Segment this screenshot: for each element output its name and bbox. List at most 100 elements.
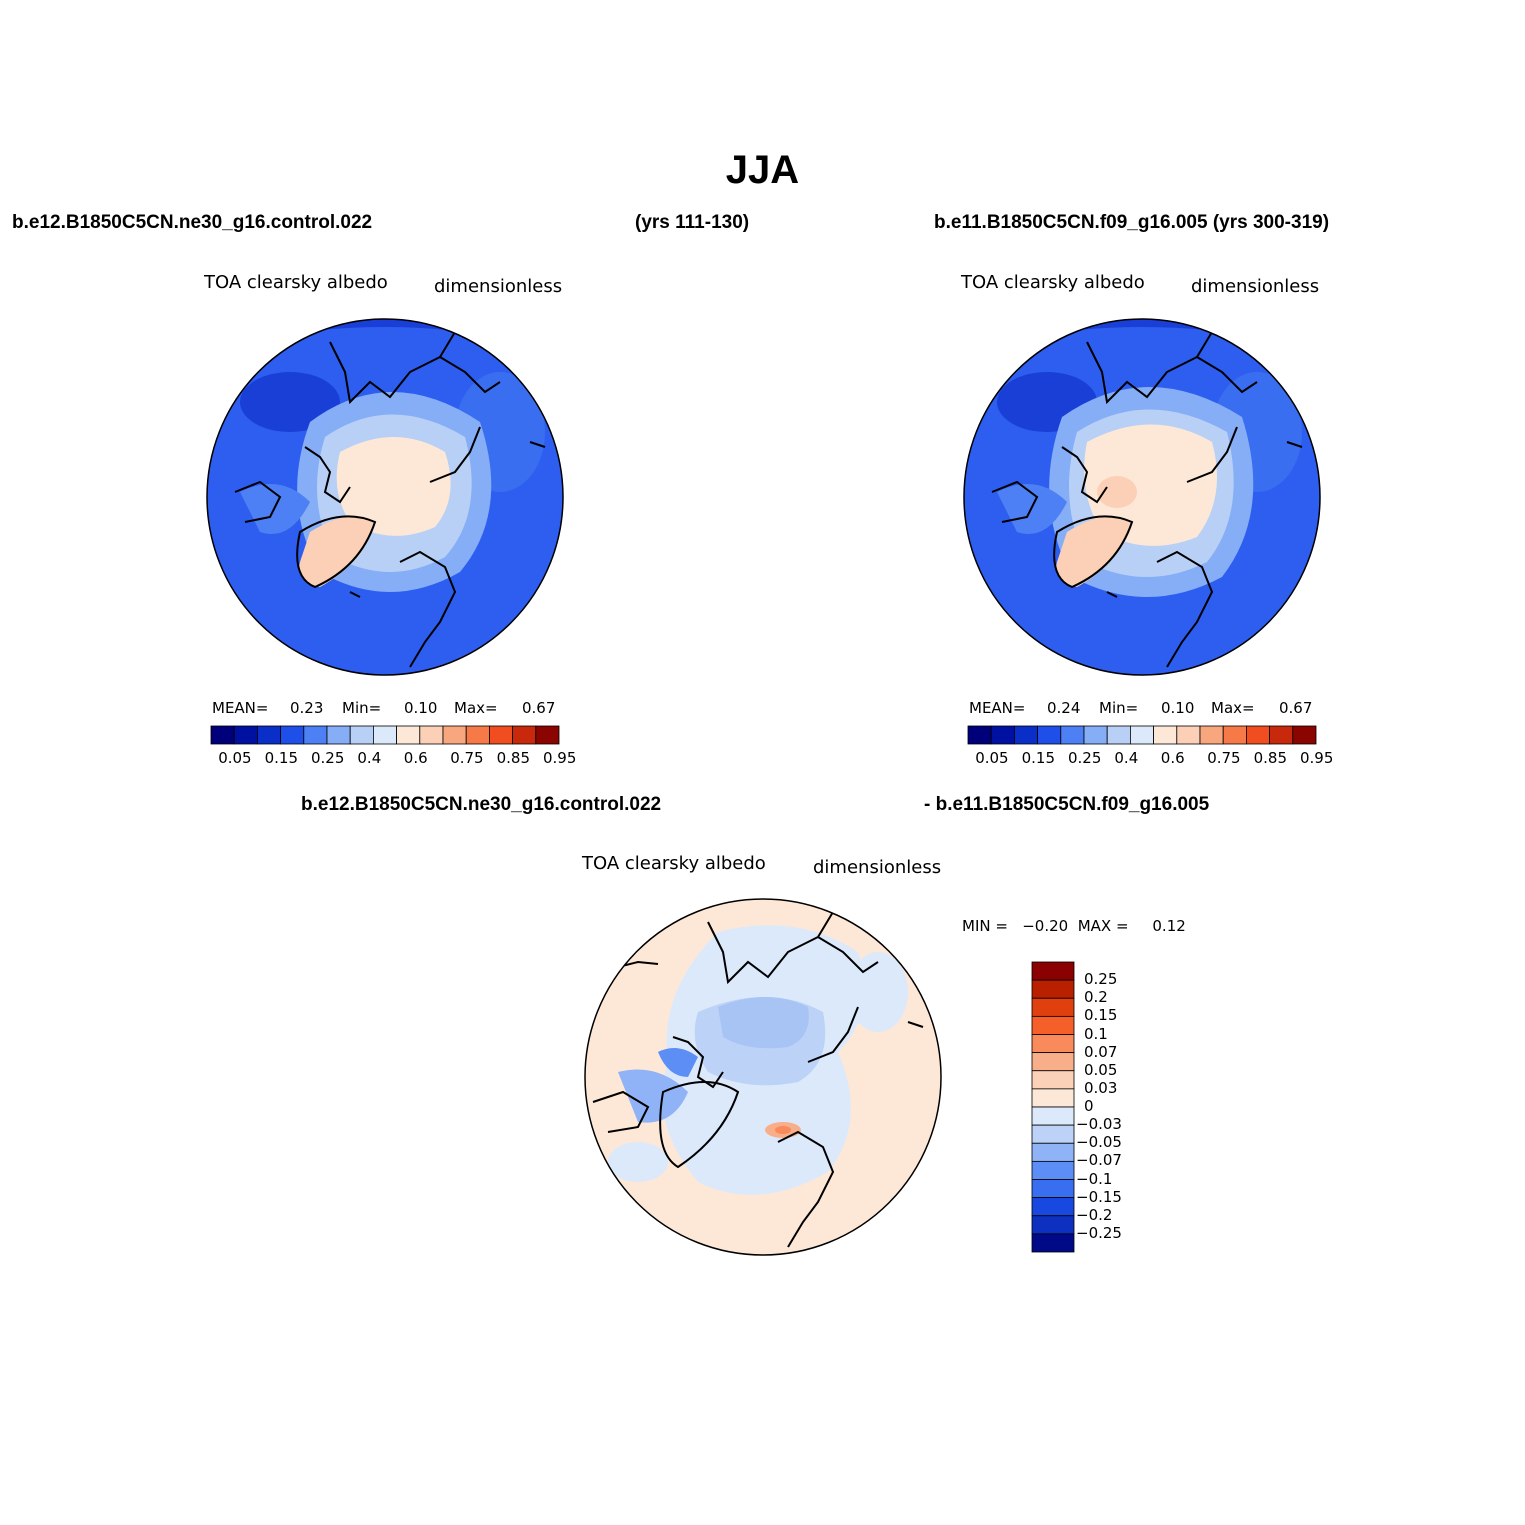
diff-colorbar-swatch	[1031, 1142, 1075, 1162]
diff-colorbar-tick-label: −0.05	[1076, 1133, 1122, 1152]
diff-colorbar-tick-label: 0.05	[1084, 1060, 1118, 1079]
diff-colorbar-swatch	[1031, 1179, 1075, 1199]
diff-colorbar-swatch	[1031, 1106, 1075, 1126]
diff-colorbar	[1031, 961, 1075, 1253]
right-colorbar-swatch	[1292, 725, 1317, 745]
left-mean-value: 0.23	[290, 699, 324, 717]
right-colorbar-swatch	[1083, 725, 1108, 745]
diff-colorbar-tick-label: 0.1	[1084, 1024, 1108, 1043]
right-polar-map	[963, 318, 1321, 676]
diff-colorbar-tick-label: 0.2	[1084, 988, 1108, 1007]
diff-colorbar-swatch	[1031, 1088, 1075, 1108]
right-field-name: TOA clearsky albedo	[961, 272, 1145, 293]
left-field-name: TOA clearsky albedo	[204, 272, 388, 293]
right-case-label: b.e11.B1850C5CN.f09_g16.005 (yrs 300-319…	[934, 212, 1330, 233]
diff-colorbar-tick-label: −0.03	[1076, 1115, 1122, 1134]
diff-colorbar-swatch	[1031, 1215, 1075, 1235]
left-colorbar-swatch	[303, 725, 328, 745]
right-mean-value: 0.24	[1047, 699, 1081, 717]
left-colorbar-swatch	[280, 725, 305, 745]
left-polar-map	[206, 318, 564, 676]
left-max-label: Max=	[454, 699, 498, 717]
diff-colorbar-swatch	[1031, 1015, 1075, 1035]
left-colorbar-swatch	[419, 725, 444, 745]
right-colorbar-tick-label: 0.15	[1021, 749, 1055, 767]
left-case-label: b.e12.B1850C5CN.ne30_g16.control.022	[12, 212, 373, 233]
right-colorbar-swatch	[1060, 725, 1085, 745]
diff-colorbar-swatch	[1031, 1197, 1075, 1217]
left-colorbar-tick-label: 0.85	[496, 749, 530, 767]
right-colorbar-swatch	[1269, 725, 1294, 745]
left-colorbar-tick-label: 0.95	[543, 749, 577, 767]
diff-colorbar-swatch	[1031, 979, 1075, 999]
right-colorbar-swatch	[1176, 725, 1201, 745]
diff-colorbar-swatch	[1031, 1233, 1075, 1253]
left-colorbar-swatch	[233, 725, 258, 745]
left-colorbar-swatch	[488, 725, 513, 745]
diff-colorbar-swatch	[1031, 1124, 1075, 1144]
left-colorbar-tick-label: 0.15	[264, 749, 298, 767]
left-colorbar	[210, 725, 560, 745]
right-min-label: Min=	[1099, 699, 1139, 717]
left-colorbar-swatch	[326, 725, 351, 745]
right-colorbar-tick-label: 0.05	[975, 749, 1009, 767]
right-colorbar-swatch	[967, 725, 992, 745]
diff-colorbar-swatch	[1031, 1052, 1075, 1072]
right-units: dimensionless	[1191, 276, 1320, 297]
right-max-label: Max=	[1211, 699, 1255, 717]
right-min-value: 0.10	[1161, 699, 1195, 717]
left-colorbar-tick-label: 0.4	[357, 749, 382, 767]
right-colorbar-swatch	[990, 725, 1015, 745]
diff-case-label-b: - b.e11.B1850C5CN.f09_g16.005	[924, 794, 1210, 815]
diff-colorbar-tick-label: −0.2	[1076, 1205, 1113, 1224]
diff-colorbar-tick-label: 0.25	[1084, 970, 1118, 989]
diff-colorbar-tick-label: −0.07	[1076, 1151, 1122, 1170]
diff-field-name: TOA clearsky albedo	[582, 853, 766, 874]
left-colorbar-swatch	[257, 725, 282, 745]
right-colorbar-swatch	[1129, 725, 1154, 745]
diff-colorbar-tick-label: −0.15	[1076, 1187, 1122, 1206]
left-colorbar-tick-label: 0.75	[450, 749, 484, 767]
right-colorbar-tick-label: 0.95	[1300, 749, 1334, 767]
left-colorbar-swatch	[512, 725, 537, 745]
diff-case-label-a: b.e12.B1850C5CN.ne30_g16.control.022	[301, 794, 662, 815]
left-colorbar-swatch	[465, 725, 490, 745]
diff-colorbar-tick-label: 0.03	[1084, 1078, 1118, 1097]
diff-colorbar-tick-label: 0.07	[1084, 1042, 1118, 1061]
diff-colorbar-tick-label: 0.15	[1084, 1006, 1118, 1025]
right-colorbar-swatch	[1014, 725, 1039, 745]
right-colorbar	[967, 725, 1317, 745]
diff-colorbar-swatch	[1031, 1160, 1075, 1180]
figure-title: JJA	[725, 148, 800, 192]
left-min-value: 0.10	[404, 699, 438, 717]
left-colorbar-swatch	[372, 725, 397, 745]
left-mean-label: MEAN=	[212, 699, 269, 717]
right-colorbar-swatch	[1245, 725, 1270, 745]
left-colorbar-swatch	[349, 725, 374, 745]
diff-units: dimensionless	[813, 857, 942, 878]
diff-colorbar-tick-label: 0	[1084, 1097, 1094, 1115]
right-colorbar-swatch	[1037, 725, 1062, 745]
diff-colorbar-swatch	[1031, 1070, 1075, 1090]
diff-colorbar-swatch	[1031, 997, 1075, 1017]
diff-colorbar-swatch	[1031, 961, 1075, 981]
left-units: dimensionless	[434, 276, 563, 297]
right-max-value: 0.67	[1279, 699, 1313, 717]
right-colorbar-swatch	[1153, 725, 1178, 745]
right-colorbar-tick-label: 0.6	[1160, 749, 1185, 767]
left-colorbar-swatch	[210, 725, 235, 745]
right-colorbar-tick-label: 0.75	[1207, 749, 1241, 767]
left-colorbar-swatch	[442, 725, 467, 745]
right-colorbar-tick-label: 0.85	[1253, 749, 1287, 767]
right-colorbar-swatch	[1222, 725, 1247, 745]
right-colorbar-tick-label: 0.4	[1114, 749, 1139, 767]
diff-minmax: MIN = −0.20 MAX = 0.12	[962, 917, 1186, 935]
right-mean-label: MEAN=	[969, 699, 1026, 717]
left-min-label: Min=	[342, 699, 382, 717]
diff-colorbar-swatch	[1031, 1034, 1075, 1054]
left-colorbar-tick-label: 0.6	[403, 749, 428, 767]
left-years-label: (yrs 111-130)	[635, 212, 750, 233]
right-colorbar-tick-label: 0.25	[1068, 749, 1102, 767]
right-colorbar-swatch	[1199, 725, 1224, 745]
left-max-value: 0.67	[522, 699, 556, 717]
